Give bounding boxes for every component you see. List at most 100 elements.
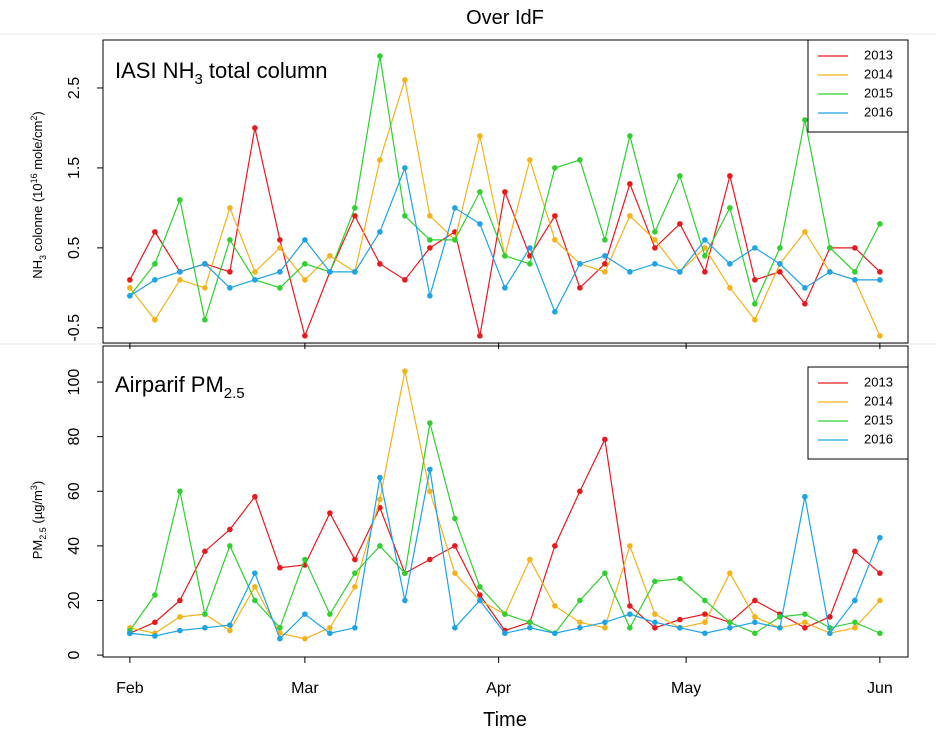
y-axis-title: PM2.5 (µg/m3)	[29, 481, 48, 559]
data-point	[752, 619, 758, 626]
data-point	[852, 624, 858, 631]
data-point	[227, 526, 233, 533]
data-point	[452, 237, 458, 243]
data-point	[652, 611, 658, 617]
annotation-part: IASI NH	[115, 58, 194, 83]
data-point	[452, 624, 458, 631]
data-point	[177, 488, 183, 495]
data-point	[402, 277, 408, 283]
data-point	[727, 619, 733, 626]
data-point	[477, 189, 483, 195]
data-point	[552, 237, 558, 243]
x-tick-label: May	[671, 680, 701, 697]
data-point	[327, 269, 333, 275]
data-point	[427, 556, 433, 563]
data-point	[202, 261, 208, 267]
data-point	[202, 317, 208, 323]
data-point	[177, 627, 183, 634]
data-point	[752, 614, 758, 620]
data-point	[477, 333, 483, 339]
x-axis-title: Time	[483, 709, 527, 731]
data-point	[777, 245, 783, 251]
data-point	[327, 611, 333, 617]
annotation-part: Airparif PM	[115, 372, 224, 397]
data-point	[677, 221, 683, 227]
data-point	[377, 157, 383, 163]
data-point	[852, 597, 858, 604]
data-point	[152, 277, 158, 283]
y-tick-label: 0	[66, 651, 83, 660]
data-point	[752, 245, 758, 251]
data-point	[602, 624, 608, 631]
data-point	[727, 285, 733, 291]
data-point	[727, 261, 733, 267]
data-point	[827, 614, 833, 620]
data-point	[352, 205, 358, 211]
data-point	[277, 245, 283, 251]
data-point	[502, 611, 508, 617]
data-point	[802, 619, 808, 626]
data-point	[277, 624, 283, 631]
data-point	[852, 245, 858, 251]
data-point	[427, 488, 433, 495]
data-point	[552, 213, 558, 219]
data-point	[627, 543, 633, 549]
annotation: Airparif PM2.5	[115, 372, 245, 402]
data-point	[702, 619, 708, 626]
data-point	[802, 611, 808, 617]
y-tick-label: 80	[66, 428, 83, 446]
data-point	[452, 543, 458, 549]
data-point	[577, 624, 583, 631]
data-point	[627, 603, 633, 609]
data-point	[302, 611, 308, 617]
data-point	[302, 261, 308, 267]
data-point	[227, 627, 233, 634]
data-point	[752, 277, 758, 283]
data-point	[652, 237, 658, 243]
data-point	[377, 474, 383, 481]
data-point	[777, 269, 783, 275]
data-point	[502, 253, 508, 259]
data-point	[877, 570, 883, 576]
data-point	[652, 619, 658, 626]
data-point	[777, 624, 783, 631]
data-point	[677, 624, 683, 631]
chart-title: Over IdF	[466, 7, 544, 29]
data-point	[527, 556, 533, 563]
data-point	[277, 564, 283, 571]
y-title-part: )	[30, 111, 45, 115]
data-point	[352, 213, 358, 219]
legend-label: 2013	[864, 47, 893, 62]
data-point	[377, 261, 383, 267]
data-point	[402, 77, 408, 83]
data-point	[652, 245, 658, 251]
data-point	[252, 584, 258, 590]
data-point	[452, 205, 458, 211]
data-point	[402, 213, 408, 219]
data-point	[302, 556, 308, 563]
data-point	[302, 635, 308, 642]
data-point	[677, 616, 683, 623]
data-point	[602, 269, 608, 275]
data-point	[577, 488, 583, 495]
data-point	[627, 181, 633, 187]
data-point	[677, 173, 683, 179]
data-point	[802, 285, 808, 291]
annotation-part: 2.5	[224, 385, 245, 402]
data-point	[227, 269, 233, 275]
y-tick-label: 20	[66, 591, 83, 609]
data-point	[827, 245, 833, 251]
data-point	[527, 261, 533, 267]
data-point	[277, 269, 283, 275]
data-point	[202, 285, 208, 291]
data-point	[727, 173, 733, 179]
data-point	[627, 133, 633, 139]
y-title-part: 2	[29, 116, 39, 121]
data-point	[852, 548, 858, 555]
data-point	[152, 317, 158, 323]
x-tick-label: Apr	[486, 680, 512, 697]
data-point	[702, 253, 708, 259]
data-point	[577, 597, 583, 604]
data-point	[177, 597, 183, 604]
data-point	[427, 237, 433, 243]
